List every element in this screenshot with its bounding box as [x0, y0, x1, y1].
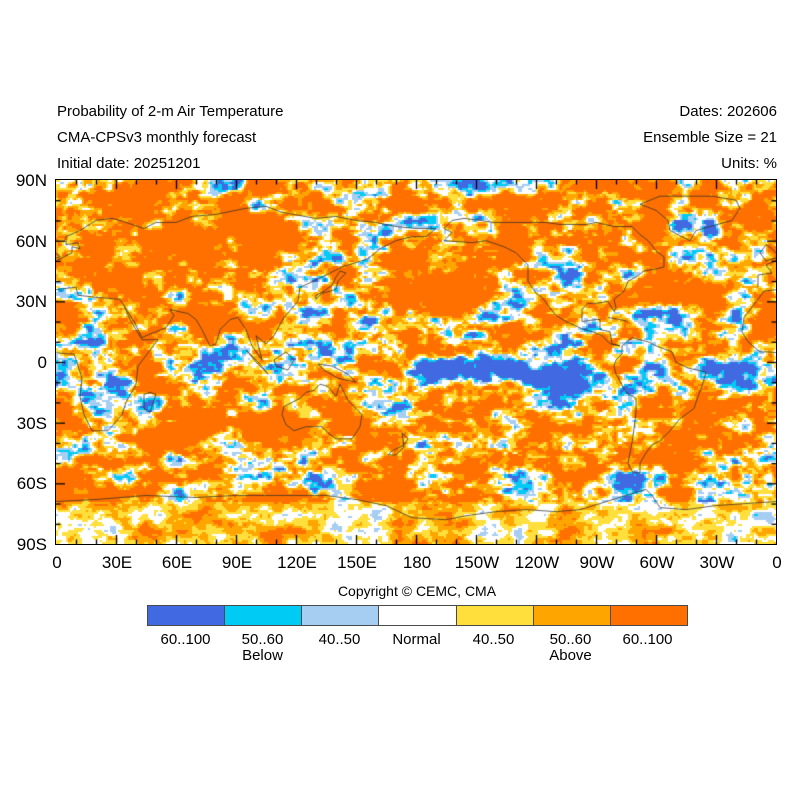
y-tick-label-60S: 60S: [16, 474, 47, 494]
x-tick-label-11: 30W: [699, 553, 735, 572]
legend-swatch-0: [148, 606, 225, 625]
legend-range-label-2: 40..50: [318, 631, 361, 648]
header-right-block: Dates: 202606 Ensemble Size = 21 Units: …: [643, 99, 777, 177]
legend-range-label-4: 40..50: [472, 631, 515, 648]
y-tick-label-90N: 90N: [15, 171, 47, 190]
legend-swatch-5: [532, 606, 610, 625]
legend-swatch-1: [224, 606, 302, 625]
legend-range-label-5: 50..60: [549, 631, 592, 648]
forecast-dates-label: Dates: 202606: [679, 103, 777, 120]
x-tick-label-3: 90E: [221, 553, 253, 572]
y-tick-label-30S: 30S: [16, 413, 47, 433]
legend-range-label-3: Normal: [392, 631, 441, 648]
chart-model-subtitle: CMA-CPSv3 monthly forecast: [57, 129, 257, 146]
legend-swatch-2: [301, 606, 379, 625]
legend-range-label-0: 60..100: [160, 631, 211, 648]
world-map-canvas: [56, 180, 776, 544]
legend-swatch-3: [378, 606, 456, 625]
x-tick-label-6: 180: [402, 553, 432, 572]
legend-range-label-6: 60..100: [622, 631, 673, 648]
legend-swatch-6: [609, 606, 687, 625]
chart-initial-date: Initial date: 20251201: [57, 155, 201, 172]
x-tick-label-2: 60E: [161, 553, 193, 572]
copyright-text: Copyright © CEMC, CMA: [337, 583, 497, 599]
x-axis-labels: 0 30E 60E 90E 120E 150E 180 150W 120W 90W 60W 30W 0: [52, 553, 781, 574]
legend-above-label: Above: [549, 647, 592, 664]
y-tick-label-0: 0: [37, 353, 47, 372]
x-tick-label-10: 60W: [639, 553, 675, 572]
ensemble-size-label: Ensemble Size = 21: [643, 129, 777, 146]
x-tick-label-1: 30E: [101, 553, 133, 572]
x-tick-label-4: 120E: [277, 553, 317, 572]
x-tick-label-12: 0: [772, 553, 782, 572]
x-tick-label-5: 150E: [337, 553, 377, 572]
x-tick-label-7: 150W: [454, 553, 500, 572]
map-plot-area: [55, 179, 777, 545]
legend-colorbar: [147, 605, 688, 626]
y-tick-label-60N: 60N: [15, 231, 47, 251]
chart-title: Probability of 2-m Air Temperature: [57, 103, 284, 120]
y-axis-labels: 90N 60N 30N 0 30S 60S 90S: [4, 171, 47, 563]
header-left-block: Probability of 2-m Air Temperature CMA-C…: [57, 99, 284, 177]
y-tick-label-30N: 30N: [15, 292, 47, 312]
y-tick-label-90S: 90S: [16, 535, 47, 554]
legend-labels: Below Above 60..100 50..60 40..50 Normal 40.…: [147, 631, 689, 667]
legend-swatch-4: [455, 606, 533, 625]
x-tick-label-9: 90W: [579, 553, 615, 572]
x-tick-label-0: 0: [52, 553, 62, 572]
x-tick-label-8: 120W: [514, 553, 560, 572]
legend-range-label-1: 50..60: [241, 631, 284, 648]
legend-below-label: Below: [242, 647, 283, 664]
units-label: Units: %: [721, 155, 777, 172]
